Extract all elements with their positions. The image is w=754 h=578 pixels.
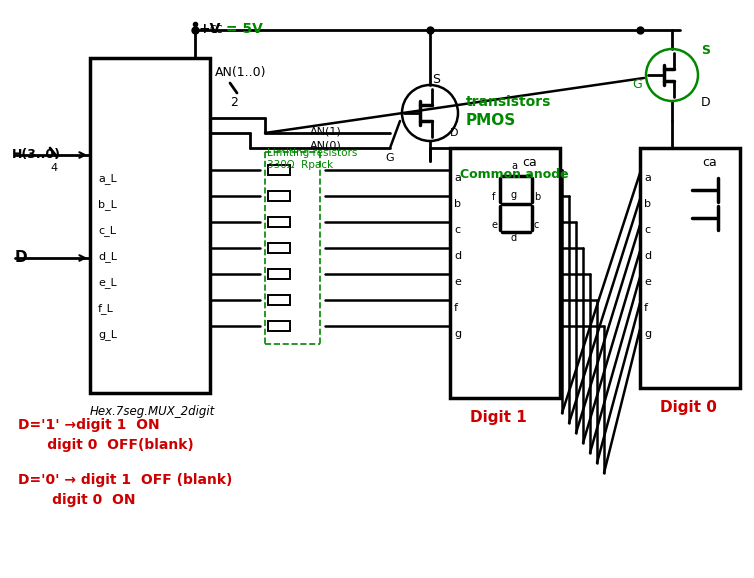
Text: D='0' → digit 1  OFF (blank): D='0' → digit 1 OFF (blank) (18, 473, 232, 487)
Text: f: f (492, 192, 495, 202)
Text: D: D (450, 128, 458, 138)
Text: Digit 0: Digit 0 (660, 400, 717, 415)
Text: d_L: d_L (98, 251, 117, 262)
Bar (450, 148, 560, 398)
Text: a_L: a_L (98, 173, 117, 184)
Text: f_L: f_L (98, 303, 114, 314)
Text: AN(1..0): AN(1..0) (215, 66, 266, 79)
Text: d: d (644, 251, 651, 261)
Text: D='1' →digit 1  ON: D='1' →digit 1 ON (18, 418, 160, 432)
Text: ca: ca (522, 156, 537, 169)
Text: PMOS: PMOS (466, 113, 516, 128)
Bar (268, 269, 290, 279)
Text: a: a (511, 161, 517, 171)
Text: a: a (454, 173, 461, 183)
Bar (268, 243, 290, 253)
Text: g_L: g_L (98, 329, 117, 340)
Text: f: f (644, 303, 648, 313)
Text: digit 0  ON: digit 0 ON (18, 493, 136, 507)
Text: 4: 4 (50, 163, 57, 173)
Text: g: g (511, 190, 517, 200)
Text: D: D (701, 96, 710, 109)
Text: f: f (454, 303, 458, 313)
Text: d: d (454, 251, 461, 261)
Text: CC: CC (210, 25, 223, 35)
Text: = 5V: = 5V (221, 22, 263, 36)
Text: b: b (454, 199, 461, 209)
Text: b_L: b_L (98, 199, 117, 210)
Text: d: d (511, 233, 517, 243)
Bar (268, 191, 290, 201)
Text: G: G (632, 78, 642, 91)
Bar (268, 165, 290, 175)
Text: H(3..0): H(3..0) (12, 148, 61, 161)
Text: g: g (454, 329, 461, 339)
Text: Common anode: Common anode (460, 168, 569, 181)
Text: c: c (454, 225, 460, 235)
Text: S: S (701, 44, 710, 57)
Text: AN(1): AN(1) (310, 126, 342, 136)
Text: transistors: transistors (466, 95, 551, 109)
Text: 2: 2 (230, 96, 238, 109)
Bar (268, 321, 290, 331)
Text: +V: +V (198, 22, 220, 36)
Bar (90, 58, 210, 393)
Text: Limiting resistors: Limiting resistors (267, 148, 357, 158)
Text: c: c (644, 225, 650, 235)
Text: D: D (15, 250, 28, 265)
Text: c: c (534, 220, 539, 230)
Text: e_L: e_L (98, 277, 117, 288)
Text: a: a (644, 173, 651, 183)
Text: Hex.7seg.MUX_2digit: Hex.7seg.MUX_2digit (90, 405, 215, 418)
Text: 330Ω  Rpack: 330Ω Rpack (267, 160, 333, 170)
Text: b: b (644, 199, 651, 209)
Text: digit 0  OFF(blank): digit 0 OFF(blank) (18, 438, 194, 452)
Text: c_L: c_L (98, 225, 116, 236)
Text: e: e (454, 277, 461, 287)
Bar (640, 148, 740, 388)
Text: e: e (492, 220, 498, 230)
Text: g: g (644, 329, 651, 339)
Text: ca: ca (702, 156, 717, 169)
Bar (268, 295, 290, 305)
Text: S: S (432, 73, 440, 86)
Text: Digit 1: Digit 1 (470, 410, 527, 425)
Text: AN(0): AN(0) (310, 141, 342, 151)
Bar (268, 217, 290, 227)
Text: b: b (534, 192, 541, 202)
Text: G: G (385, 153, 394, 163)
Text: e: e (644, 277, 651, 287)
